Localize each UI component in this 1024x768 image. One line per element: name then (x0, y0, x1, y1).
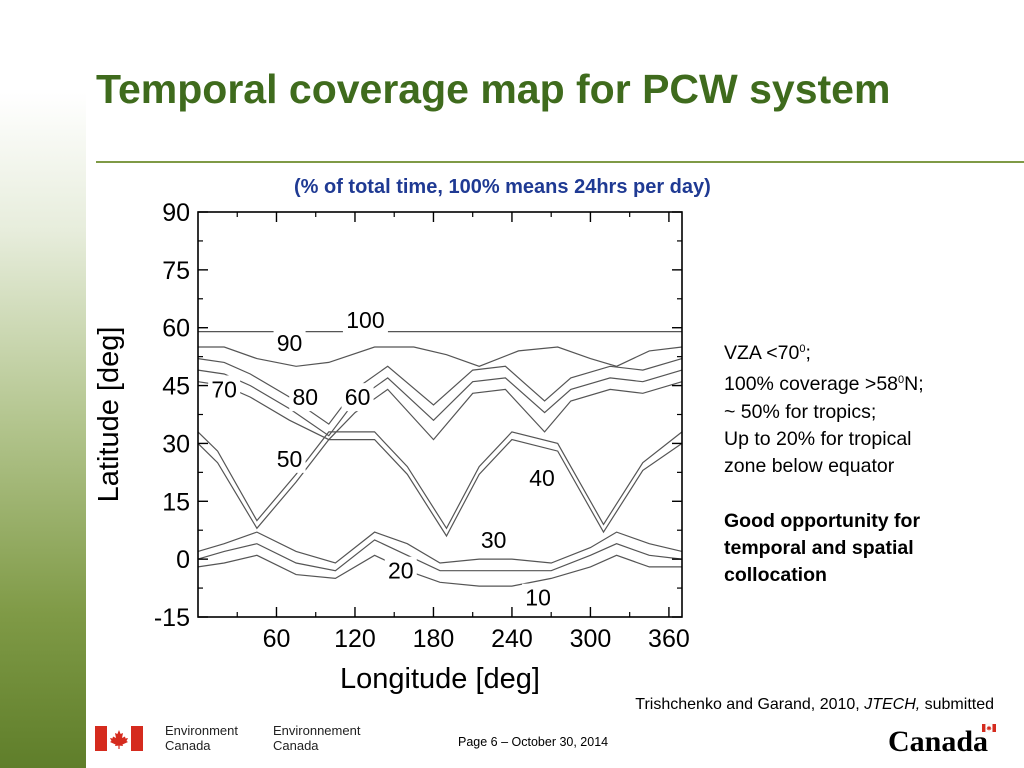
contour-line-90 (198, 346, 683, 367)
title-divider (96, 161, 1024, 163)
y-tick-label-0: 0 (176, 546, 190, 574)
contour-label-60: 60 (345, 384, 371, 410)
note-coverage: 100% coverage >580N; (724, 367, 1014, 398)
note-vza: VZA <700; (724, 336, 1014, 367)
x-tick-label-180: 180 (413, 625, 455, 653)
y-tick-label-60: 60 (162, 315, 190, 343)
contour-labels: 100 90 80 70 60 50 40 30 20 10 (208, 306, 559, 612)
contour-label-bg-60 (341, 383, 374, 412)
citation-journal: JTECH, (864, 696, 921, 713)
contour-line-70 (197, 369, 683, 437)
note-tropics: ~ 50% for tropics; (724, 400, 877, 423)
note-coverage-suffix: N; (904, 373, 924, 396)
dept-fr-line2: Canada (273, 738, 319, 753)
contour-line-30 (197, 531, 683, 564)
contour-line-60 (197, 381, 683, 441)
page-title: Temporal coverage map for PCW system (96, 66, 891, 112)
dept-en-line1: Environment (165, 723, 238, 738)
axis-ticks: 60 120 180 240 300 360 -15 0 15 30 45 60 75 90 (154, 199, 690, 653)
x-tick-label-120: 120 (334, 625, 376, 653)
x-tick-label-300: 300 (570, 625, 612, 653)
contour-line-50 (197, 431, 683, 530)
plot-frame (197, 211, 683, 618)
contour-line-80 (197, 358, 683, 425)
note-opportunity-line2: temporal and spatial (724, 537, 914, 560)
contour-label-bg-70 (208, 375, 241, 404)
dept-fr-line1: Environnement (273, 723, 361, 738)
contour-label-bg-20 (384, 556, 417, 585)
contour-label-10: 10 (525, 585, 551, 611)
citation-authors: Trishchenko and Garand, 2010, (635, 696, 865, 713)
contour-lines (197, 331, 683, 587)
note-coverage-text: 100% coverage >58 (724, 373, 899, 396)
y-tick-label--15: -15 (154, 604, 190, 632)
contour-line-20 (197, 539, 683, 572)
canada-wordmark-logo: Canada (888, 723, 996, 755)
note-spacer (724, 480, 1014, 507)
contour-label-bg-10 (522, 583, 555, 612)
dept-name-english: Environment Canada (165, 723, 238, 753)
page-footer: Page 6 – October 30, 2014 (458, 735, 609, 749)
dept-en-line2: Canada (165, 738, 211, 753)
contour-label-80: 80 (292, 384, 318, 410)
contour-label-20: 20 (388, 558, 414, 584)
y-tick-label-90: 90 (162, 199, 190, 227)
y-tick-label-15: 15 (162, 488, 190, 516)
contour-label-bg-80 (289, 383, 322, 412)
note-vza-text: VZA <70 (724, 342, 800, 364)
contour-label-100: 100 (346, 307, 384, 333)
contour-label-bg-100 (342, 306, 388, 334)
citation-status: submitted (920, 696, 994, 713)
note-vza-degree: 0 (799, 343, 806, 355)
x-tick-label-240: 240 (491, 625, 533, 653)
x-axis-label: Longitude [deg] (340, 663, 540, 695)
notes-panel: VZA <700; 100% coverage >580N; ~ 50% for… (724, 336, 1014, 590)
note-opportunity-line1: Good opportunity for (724, 509, 921, 532)
contour-label-bg-90 (273, 329, 306, 358)
y-tick-label-75: 75 (162, 257, 190, 285)
note-tropical-line1: Up to 20% for tropical (724, 427, 912, 450)
contour-label-40: 40 (529, 465, 555, 491)
contour-label-90: 90 (277, 330, 303, 356)
decorative-side-bar (0, 0, 86, 768)
wordmark-flag-icon (982, 723, 996, 733)
y-tick-label-45: 45 (162, 373, 190, 401)
note-tropical-line2: zone below equator (724, 455, 895, 478)
x-tick-label-360: 360 (648, 625, 690, 653)
wordmark-text: Canada (888, 725, 988, 755)
contour-label-30: 30 (481, 527, 507, 553)
contour-label-bg-40 (526, 464, 559, 493)
dept-name-french: Environnement Canada (273, 723, 360, 753)
y-axis-label: Latitude [deg] (93, 327, 125, 503)
canada-flag-icon (95, 726, 143, 751)
contour-label-50: 50 (277, 446, 303, 472)
chart-subtitle: (% of total time, 100% means 24hrs per d… (294, 176, 711, 198)
contour-line-40 (197, 438, 683, 538)
note-opportunity-line3: collocation (724, 564, 827, 587)
citation: Trishchenko and Garand, 2010, JTECH, sub… (635, 696, 994, 714)
y-tick-label-30: 30 (162, 430, 190, 458)
contour-line-10 (197, 554, 682, 587)
contour-label-bg-50 (273, 444, 306, 473)
contour-label-bg-30 (477, 525, 510, 554)
contour-label-70: 70 (211, 376, 237, 402)
note-vza-suffix: ; (805, 342, 811, 364)
note-coverage-degree: 0 (898, 374, 905, 387)
x-tick-label-60: 60 (263, 625, 291, 653)
